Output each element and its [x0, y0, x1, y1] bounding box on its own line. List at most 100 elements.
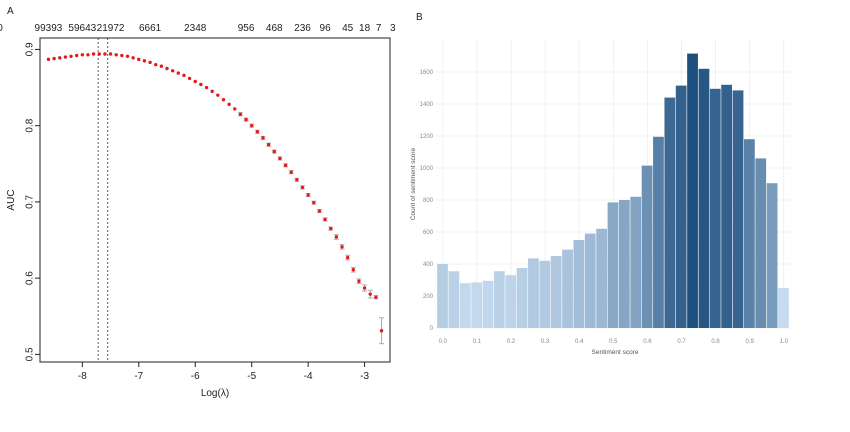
y-axis-title: Count of sentiment score [410, 147, 417, 220]
auc-point [58, 56, 62, 60]
auc-point [323, 217, 327, 222]
y-tick-label: 600 [423, 230, 434, 236]
auc-point [300, 185, 305, 190]
histogram-bar [505, 275, 517, 328]
histogram-bar [664, 97, 676, 328]
auc-point [227, 102, 231, 107]
y-tick-label: 0.8 [25, 118, 36, 132]
top-count-label: 18 [359, 23, 371, 34]
auc-point [148, 60, 152, 65]
y-tick-label: 0.6 [25, 271, 36, 285]
auc-point [187, 76, 192, 81]
x-tick-label: -8 [78, 371, 87, 382]
auc-point [103, 52, 107, 56]
auc-point [46, 57, 51, 62]
top-count-label: 96 [320, 23, 332, 34]
auc-point [261, 136, 265, 140]
y-tick-label: 1000 [420, 166, 434, 172]
auc-point [204, 85, 209, 90]
auc-point [249, 123, 254, 128]
histogram-bar [755, 158, 767, 328]
y-tick-label: 200 [423, 294, 434, 300]
auc-point [329, 226, 333, 231]
histogram-bar [516, 268, 528, 328]
auc-point [193, 79, 197, 84]
auc-point [114, 53, 118, 57]
histogram-bar [721, 84, 733, 328]
y-tick-label: 0 [430, 326, 434, 332]
x-tick-label: -3 [360, 371, 369, 382]
auc-point [86, 53, 90, 57]
auc-point [159, 64, 164, 68]
auc-point [278, 156, 282, 161]
auc-point [379, 329, 384, 333]
auc-point [80, 53, 85, 57]
auc-point [74, 53, 79, 58]
histogram-bar [448, 271, 460, 328]
auc-point [362, 286, 367, 290]
plot-frame [39, 37, 391, 363]
histogram-bar [459, 283, 471, 328]
auc-point [131, 56, 135, 60]
panel-b-letter: B [416, 12, 423, 23]
x-axis-title: Log(λ) [201, 388, 229, 399]
histogram-bar [482, 280, 494, 328]
top-count-label: 21972 [97, 23, 125, 34]
histogram-bar [766, 183, 778, 328]
x-tick-label: 0.9 [746, 339, 755, 345]
auc-point [357, 279, 361, 283]
histogram-bar [437, 264, 448, 328]
auc-point [170, 69, 175, 73]
auc-point [306, 193, 310, 197]
x-tick-label: -5 [247, 371, 256, 382]
auc-point [244, 117, 248, 122]
y-axis-title: AUC [6, 189, 17, 210]
auc-point [120, 53, 124, 58]
x-tick-label: 0.4 [575, 339, 584, 345]
auc-point [52, 56, 56, 61]
auc-point [216, 93, 220, 97]
histogram-bar [687, 53, 698, 328]
x-tick-label: -4 [304, 371, 313, 382]
auc-point [295, 178, 299, 182]
top-count-label: 0 [0, 23, 3, 34]
histogram-bar [698, 68, 710, 329]
auc-point [137, 57, 141, 62]
x-tick-label: 0.3 [541, 339, 550, 345]
y-tick-label: 1600 [420, 70, 434, 76]
auc-point [238, 112, 243, 116]
x-tick-label: 0.0 [439, 339, 448, 345]
top-count-label: 3 [390, 23, 396, 34]
auc-point [176, 71, 181, 75]
auc-point [91, 52, 96, 56]
top-count-label: 236 [294, 23, 311, 34]
x-axis-title: Sentiment score [592, 349, 639, 356]
auc-point [165, 66, 169, 71]
auc-point [289, 170, 293, 174]
histogram-bar [653, 136, 664, 328]
auc-point [334, 235, 339, 239]
auc-point [63, 55, 68, 59]
x-tick-label: 1.0 [780, 339, 789, 345]
histogram-bar [539, 260, 551, 328]
lasso-auc-panel: -8 -7 -6 -5 -4 -3 0.5 0.6 0.7 0.8 0.9 99393 59643 219… [0, 23, 396, 399]
top-count-label: 956 [238, 23, 255, 34]
x-tick-label: 0.8 [711, 339, 720, 345]
histogram-bar [675, 85, 687, 328]
x-tick-label: 0.6 [643, 339, 652, 345]
auc-point [125, 54, 130, 58]
x-tick-label: -6 [191, 371, 200, 382]
histogram-bar [630, 196, 642, 328]
y-tick-label: 0.7 [25, 195, 36, 209]
panel-a-letter: A [7, 6, 14, 17]
x-tick-label: -7 [134, 371, 143, 382]
auc-point [368, 292, 372, 296]
y-tick-label: 1400 [420, 102, 434, 108]
top-count-label: 45 [342, 23, 354, 34]
auc-point [351, 268, 356, 272]
auc-point [317, 209, 322, 213]
top-count-label: 7 [376, 23, 382, 34]
auc-point [345, 255, 350, 260]
histogram-bar [618, 200, 630, 328]
auc-point [233, 107, 237, 111]
